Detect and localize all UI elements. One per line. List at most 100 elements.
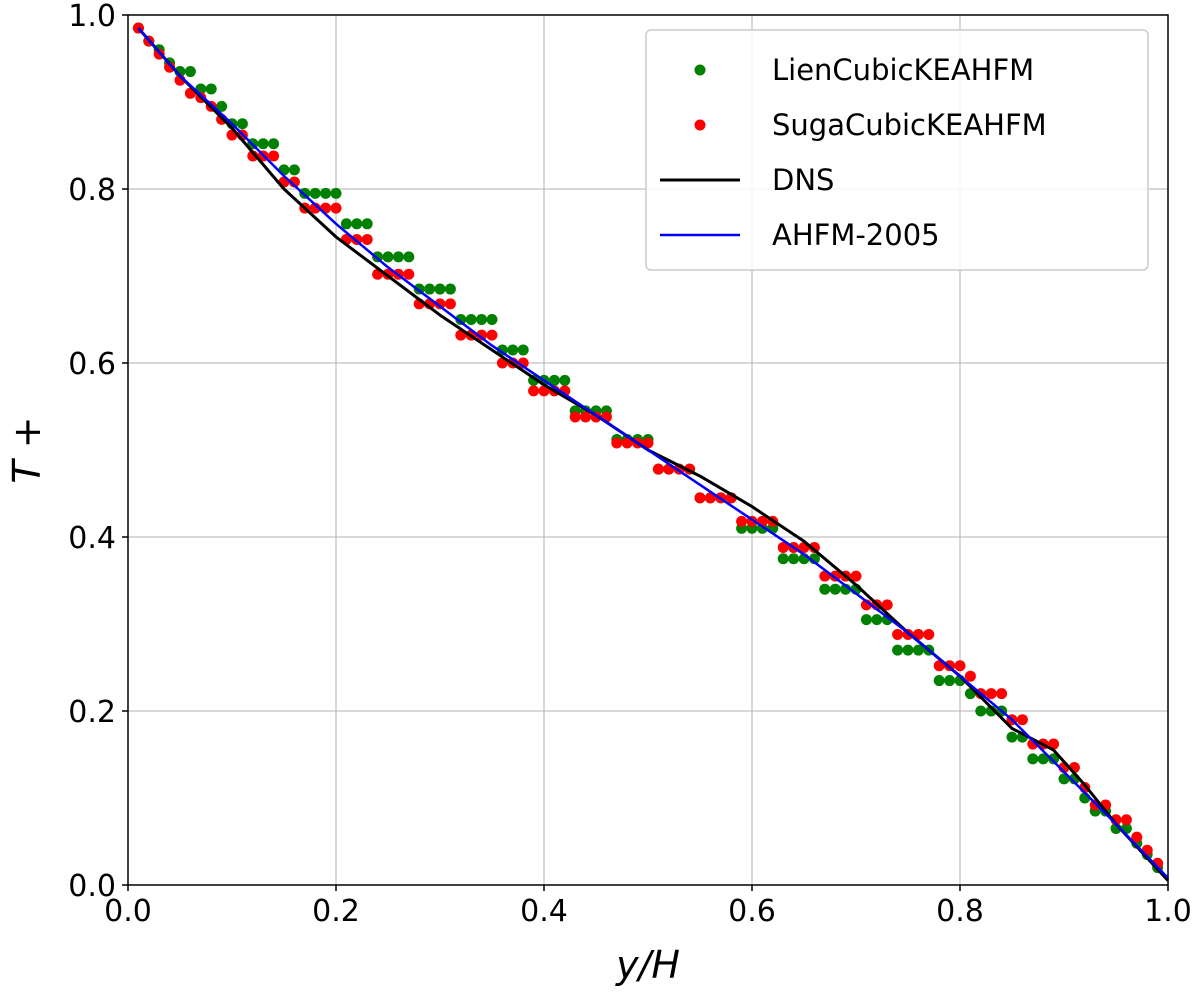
data-point [403, 268, 415, 280]
data-point [268, 138, 280, 150]
data-point [320, 187, 332, 199]
data-point [517, 344, 529, 356]
data-point [548, 374, 560, 386]
data-point [860, 614, 872, 626]
y-tick-label: 0.8 [68, 173, 116, 208]
legend-item: LienCubicKEAHFM [694, 53, 1034, 87]
legend-label: AHFM-2005 [772, 218, 940, 252]
data-point [444, 298, 456, 310]
data-point [434, 283, 446, 295]
data-point [892, 644, 904, 656]
data-point [736, 515, 748, 527]
data-point [694, 492, 706, 504]
data-point [652, 463, 664, 475]
data-point [330, 202, 342, 214]
x-tick-label: 0.2 [312, 894, 360, 929]
x-tick-label: 0.6 [728, 894, 776, 929]
data-point [1016, 714, 1028, 726]
x-tick-label: 0.8 [936, 894, 984, 929]
data-point [528, 385, 540, 397]
x-tick-label: 1.0 [1144, 894, 1192, 929]
data-point [985, 688, 997, 700]
data-point [850, 570, 862, 582]
data-point [486, 329, 498, 341]
legend-marker [694, 64, 706, 76]
data-point [164, 61, 176, 73]
data-point [642, 437, 654, 449]
data-point [892, 628, 904, 640]
data-point [954, 660, 966, 672]
data-point [382, 251, 394, 263]
data-point [392, 251, 404, 263]
data-point [808, 541, 820, 553]
legend-marker [694, 119, 706, 131]
data-point [871, 614, 883, 626]
data-point [403, 251, 415, 263]
data-point [1131, 831, 1143, 843]
data-point [216, 100, 228, 112]
data-point [309, 187, 321, 199]
data-point [611, 437, 623, 449]
y-tick-label: 0.2 [68, 695, 116, 730]
data-point [1048, 738, 1060, 750]
data-point [257, 138, 269, 150]
x-axis-ticks: 0.0 0.2 0.4 0.6 0.8 1.0 [104, 885, 1192, 929]
plot-frame [127, 14, 1169, 886]
legend-item: AHFM-2005 [660, 218, 940, 252]
data-point [996, 688, 1008, 700]
y-axis-ticks: 0.0 0.2 0.4 0.6 0.8 1.0 [68, 0, 128, 904]
data-point [1027, 753, 1039, 765]
data-point [1037, 753, 1049, 765]
x-tick-label: 0.0 [104, 894, 152, 929]
legend-label: DNS [772, 163, 834, 197]
data-point [330, 187, 342, 199]
data-point [340, 218, 352, 230]
data-point [923, 628, 935, 640]
y-tick-label: 1.0 [68, 0, 116, 34]
series-ahfm-2005 [137, 27, 1169, 879]
legend: LienCubicKEAHFM SugaCubicKEAHFM DNS AHFM-20… [645, 29, 1149, 271]
x-axis-label: y/H [615, 943, 680, 987]
data-point [964, 670, 976, 682]
data-point [361, 233, 373, 245]
data-point [1120, 814, 1132, 826]
data-point [247, 150, 259, 162]
data-point [621, 437, 633, 449]
data-point [777, 541, 789, 553]
data-point [455, 314, 467, 325]
legend-box [645, 29, 1149, 271]
data-point [444, 283, 456, 295]
legend-label: SugaCubicKEAHFM [772, 108, 1047, 142]
data-point [268, 150, 280, 162]
y-axis-label: T + [5, 416, 49, 483]
series-line [137, 27, 1169, 879]
data-point [476, 329, 488, 341]
data-point [777, 553, 789, 565]
data-point [288, 164, 300, 176]
data-point [236, 118, 248, 130]
data-point [434, 298, 446, 310]
data-point [507, 344, 519, 356]
x-tick-label: 0.4 [520, 894, 568, 929]
data-point [819, 583, 831, 595]
data-point [205, 83, 217, 95]
data-point [465, 314, 477, 325]
y-tick-label: 0.0 [68, 869, 116, 904]
data-point [902, 644, 914, 656]
data-point [1048, 753, 1060, 765]
y-tick-label: 0.4 [68, 521, 116, 556]
data-point [569, 411, 581, 423]
data-point [424, 283, 436, 295]
data-point [881, 599, 893, 611]
data-point [1006, 731, 1018, 743]
data-point [944, 675, 956, 687]
data-point [486, 314, 498, 325]
data-point [309, 202, 321, 214]
y-tick-label: 0.6 [68, 347, 116, 382]
data-point [361, 218, 373, 230]
legend-item: DNS [660, 163, 834, 197]
data-point [912, 644, 924, 656]
legend-item: SugaCubicKEAHFM [694, 108, 1047, 142]
data-point [476, 314, 488, 325]
